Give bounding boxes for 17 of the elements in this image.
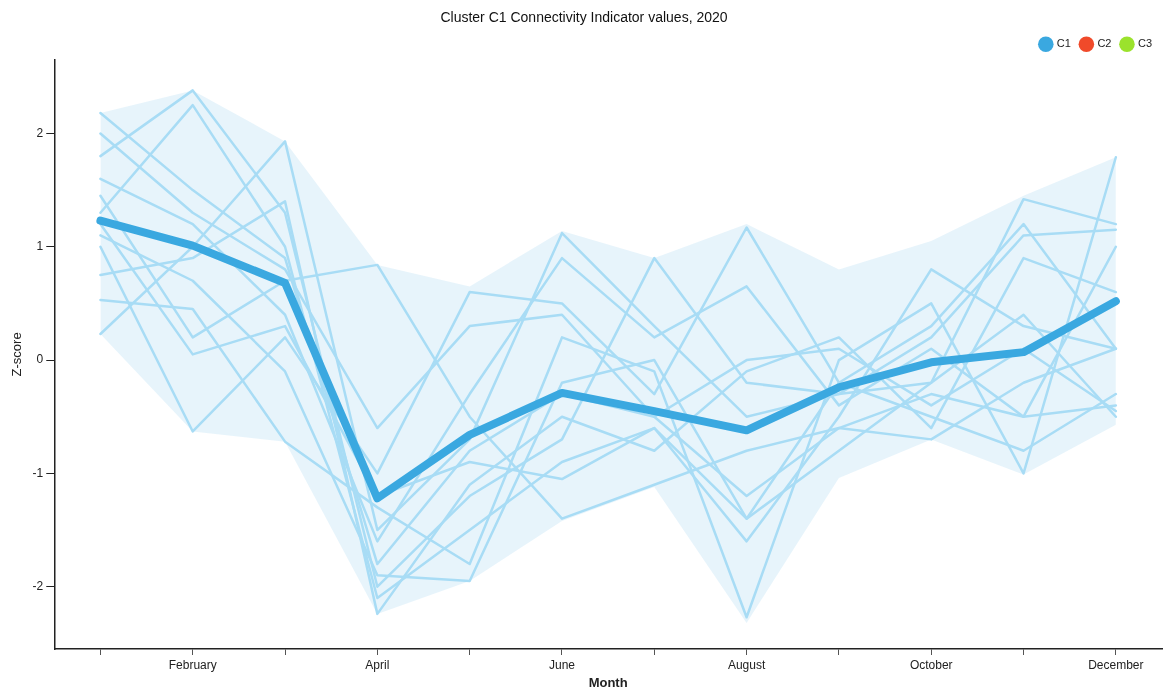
y-tick-label: -2 [32, 578, 44, 593]
x-tick-label: April [365, 657, 390, 672]
legend-label: C2 [1097, 37, 1112, 50]
x-tick-label: June [548, 657, 576, 672]
chart-title: Cluster C1 Connectivity Indicator values, 2020 [440, 9, 728, 26]
y-tick-label: 0 [36, 352, 44, 367]
legend-label: C1 [1056, 37, 1071, 50]
y-tick-label: 2 [36, 125, 44, 140]
y-tick-label: 1 [36, 239, 44, 254]
y-tick-label: -1 [32, 465, 44, 480]
x-tick-label: February [168, 657, 217, 672]
x-tick-label: August [727, 657, 766, 672]
y-axis-title: Z-score [9, 332, 25, 377]
x-tick-label: October [909, 657, 953, 672]
legend-label: C3 [1137, 37, 1152, 50]
x-axis-title: Month [588, 674, 628, 690]
x-tick-label: December [1088, 657, 1144, 672]
